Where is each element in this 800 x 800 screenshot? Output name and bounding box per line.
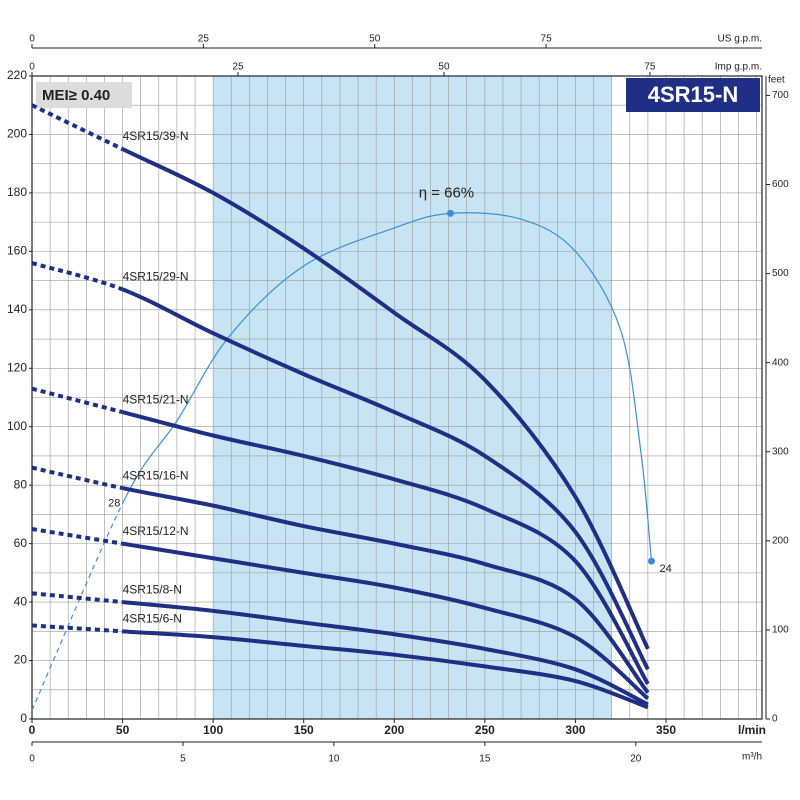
chart-title: 4SR15-N xyxy=(648,82,738,107)
y2-tick-label: 700 xyxy=(772,90,789,101)
y-tick-label: 200 xyxy=(7,127,27,141)
y2-tick-label: 300 xyxy=(772,446,789,457)
badge-box xyxy=(36,82,132,108)
pump-curve-dashed xyxy=(31,591,123,605)
y-tick-label: 60 xyxy=(14,536,28,550)
x-axis-label: l/min xyxy=(738,723,766,737)
extra-axis-label: Imp g.p.m. xyxy=(715,62,762,73)
curve-label: 4SR15/16-N xyxy=(123,468,189,482)
pump-curve-dashed xyxy=(31,623,123,634)
extra-axis-tick-label: 0 xyxy=(29,34,35,45)
extra-axis-tick-label: 0 xyxy=(29,754,35,765)
pump-curve xyxy=(121,287,650,671)
x-tick-label: 100 xyxy=(203,723,223,737)
curve-label: 4SR15/12-N xyxy=(123,524,189,538)
x-tick-label: 300 xyxy=(565,723,585,737)
extra-axis-label: US g.p.m. xyxy=(718,34,762,45)
extra-axis-tick-label: 5 xyxy=(180,754,186,765)
annotation: η = 66% xyxy=(419,184,474,201)
efficiency-curve-dashed xyxy=(31,499,125,711)
y2-tick-label: 0 xyxy=(772,714,778,725)
y-tick-label: 20 xyxy=(14,653,28,667)
curve-label: 4SR15/39-N xyxy=(123,129,189,143)
pump-curve xyxy=(122,410,650,685)
badge: MEI≥ 0.40 xyxy=(42,87,110,104)
y2-tick-label: 600 xyxy=(772,179,789,190)
pump-curve xyxy=(122,600,649,707)
y2-axis-label: feet xyxy=(768,75,785,86)
y2-tick-label: 400 xyxy=(772,357,789,368)
pump-curve xyxy=(122,486,650,694)
pump-curve xyxy=(122,629,649,710)
extra-axis-tick-label: 20 xyxy=(630,754,642,765)
annotation: 28 xyxy=(108,498,120,510)
y-tick-label: 220 xyxy=(7,68,27,82)
curve-label: 4SR15/29-N xyxy=(123,270,189,284)
extra-axis-tick-label: 50 xyxy=(438,62,450,73)
y-tick-label: 0 xyxy=(20,711,27,725)
x-tick-label: 250 xyxy=(475,723,495,737)
pump-curve-dashed xyxy=(31,465,123,491)
x-tick-label: 50 xyxy=(116,723,130,737)
pump-curve-dashed xyxy=(31,527,123,546)
extra-axis-tick-label: 15 xyxy=(479,754,491,765)
extra-axis-tick-label: 25 xyxy=(198,34,210,45)
y-tick-label: 180 xyxy=(7,185,27,199)
title-box xyxy=(626,78,760,112)
extra-axis-tick-label: 75 xyxy=(541,34,553,45)
x-tick-label: 150 xyxy=(294,723,314,737)
y2-tick-label: 100 xyxy=(772,625,789,636)
extra-axis-tick-label: 10 xyxy=(328,754,340,765)
pump-curve xyxy=(122,541,650,701)
extra-axis-label: m³/h xyxy=(742,752,762,763)
extra-axis-tick-label: 0 xyxy=(29,62,35,73)
pump-curve-dashed xyxy=(31,261,124,292)
y-tick-label: 40 xyxy=(14,594,28,608)
y-tick-label: 80 xyxy=(14,477,28,491)
curve-label: 4SR15/8-N xyxy=(123,582,182,596)
curve-label: 4SR15/21-N xyxy=(123,392,189,406)
efficiency-point xyxy=(446,209,454,217)
pump-curve-dashed xyxy=(31,103,124,151)
y-tick-label: 120 xyxy=(7,360,27,374)
x-tick-label: 200 xyxy=(384,723,404,737)
y-tick-label: 140 xyxy=(7,302,27,316)
y2-tick-label: 200 xyxy=(772,535,789,546)
y-tick-label: 100 xyxy=(7,419,27,433)
extra-axis-tick-label: 25 xyxy=(232,62,244,73)
plot-frame xyxy=(31,75,763,720)
extra-axis-tick-label: 75 xyxy=(644,62,656,73)
y-tick-label: 160 xyxy=(7,244,27,258)
curve-label: 4SR15/6-N xyxy=(123,611,182,625)
efficiency-point xyxy=(648,557,656,565)
x-tick-label: 0 xyxy=(29,723,36,737)
pump-curve-dashed xyxy=(31,386,124,415)
y2-tick-label: 500 xyxy=(772,268,789,279)
pump-curve xyxy=(121,147,650,650)
extra-axis-tick-label: 50 xyxy=(369,34,381,45)
x-tick-label: 350 xyxy=(656,723,676,737)
annotation: 24 xyxy=(660,563,672,575)
